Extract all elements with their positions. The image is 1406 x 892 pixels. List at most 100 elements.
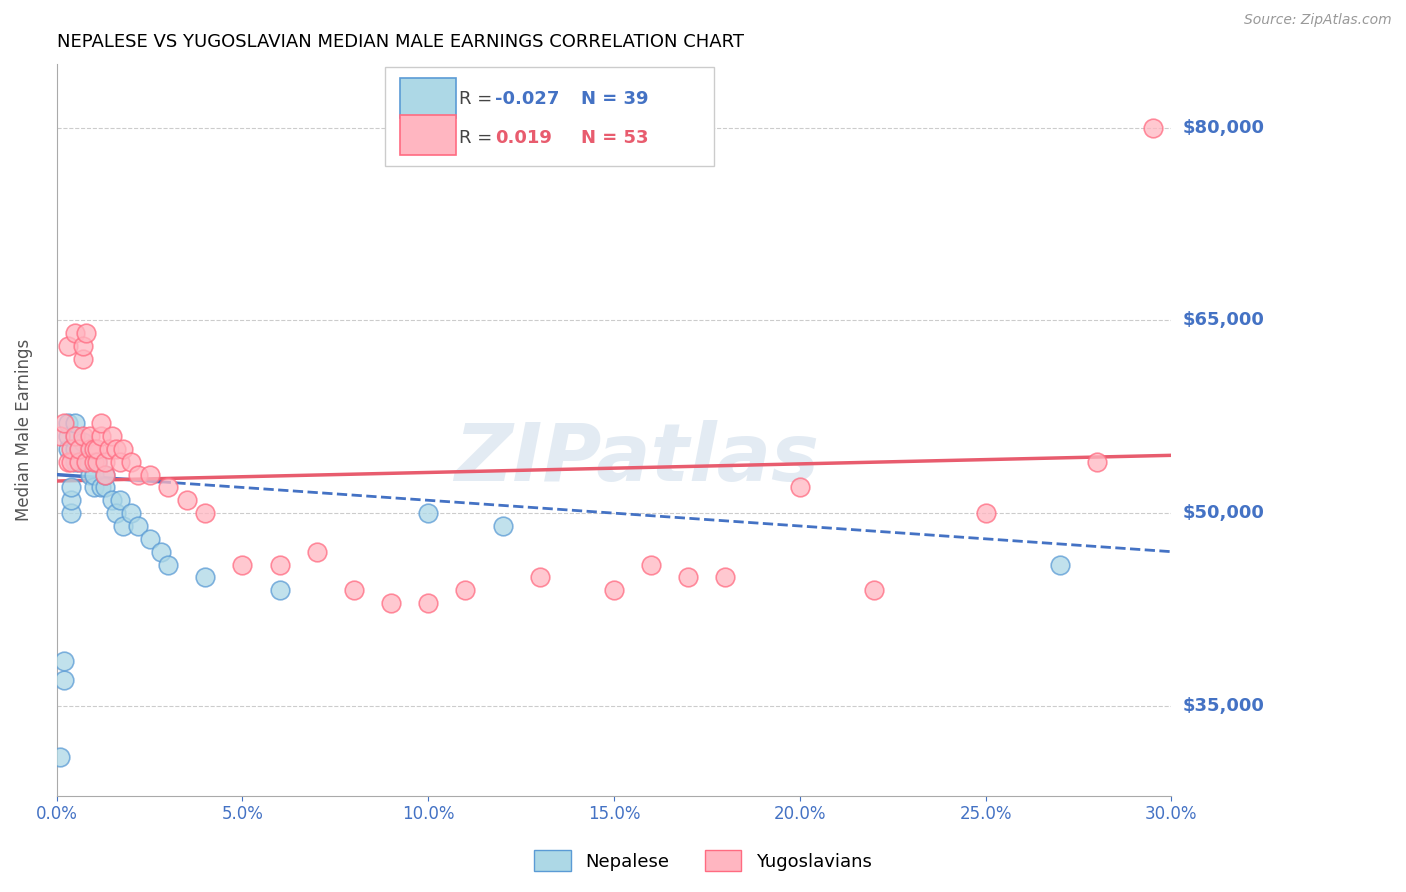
Point bbox=[454, 583, 477, 598]
Text: N = 53: N = 53 bbox=[581, 129, 648, 147]
Point bbox=[67, 442, 90, 456]
Text: $50,000: $50,000 bbox=[1182, 504, 1264, 522]
Point bbox=[83, 480, 105, 494]
Point bbox=[63, 326, 86, 341]
Point bbox=[60, 455, 83, 469]
Point bbox=[157, 480, 180, 494]
Point bbox=[56, 429, 79, 443]
Point bbox=[86, 455, 108, 469]
Point bbox=[75, 455, 97, 469]
Text: 0.019: 0.019 bbox=[495, 129, 551, 147]
Point bbox=[56, 455, 79, 469]
Point bbox=[1049, 558, 1071, 572]
Point bbox=[108, 493, 131, 508]
Point bbox=[108, 455, 131, 469]
Text: NEPALESE VS YUGOSLAVIAN MEDIAN MALE EARNINGS CORRELATION CHART: NEPALESE VS YUGOSLAVIAN MEDIAN MALE EARN… bbox=[56, 33, 744, 51]
Point bbox=[67, 455, 90, 469]
Point bbox=[72, 351, 94, 366]
Text: -0.027: -0.027 bbox=[495, 90, 560, 108]
Text: ZIPatlas: ZIPatlas bbox=[454, 420, 818, 498]
Point bbox=[53, 673, 76, 687]
Text: $65,000: $65,000 bbox=[1182, 311, 1264, 329]
Point bbox=[640, 558, 662, 572]
Point bbox=[83, 455, 105, 469]
Point bbox=[63, 455, 86, 469]
Point bbox=[90, 480, 112, 494]
Point bbox=[49, 429, 72, 443]
Point bbox=[60, 493, 83, 508]
Point bbox=[72, 435, 94, 450]
Point bbox=[72, 429, 94, 443]
Point bbox=[90, 429, 112, 443]
Point bbox=[127, 519, 149, 533]
Point bbox=[863, 583, 886, 598]
Point bbox=[75, 455, 97, 469]
Point bbox=[343, 583, 366, 598]
Point bbox=[194, 570, 217, 584]
Point bbox=[60, 506, 83, 520]
Point bbox=[75, 326, 97, 341]
Point bbox=[94, 480, 117, 494]
Point bbox=[86, 442, 108, 456]
Point bbox=[491, 519, 513, 533]
Point bbox=[101, 429, 124, 443]
Y-axis label: Median Male Earnings: Median Male Earnings bbox=[15, 338, 32, 521]
Point bbox=[305, 544, 328, 558]
Point bbox=[176, 493, 198, 508]
Point bbox=[149, 544, 172, 558]
Point bbox=[120, 506, 142, 520]
Point bbox=[529, 570, 551, 584]
Text: Source: ZipAtlas.com: Source: ZipAtlas.com bbox=[1244, 13, 1392, 28]
Point bbox=[56, 416, 79, 430]
FancyBboxPatch shape bbox=[399, 115, 456, 155]
Point bbox=[97, 442, 120, 456]
Point bbox=[94, 467, 117, 482]
Point bbox=[380, 596, 402, 610]
Point bbox=[94, 467, 117, 482]
Point bbox=[60, 442, 83, 456]
Point bbox=[56, 442, 79, 456]
Point bbox=[138, 467, 160, 482]
Point bbox=[60, 480, 83, 494]
Point bbox=[90, 416, 112, 430]
Point bbox=[67, 442, 90, 456]
Point bbox=[63, 429, 86, 443]
Point bbox=[112, 519, 135, 533]
Point bbox=[127, 467, 149, 482]
Point bbox=[974, 506, 997, 520]
Text: $80,000: $80,000 bbox=[1182, 119, 1264, 136]
Point bbox=[101, 493, 124, 508]
Point bbox=[79, 429, 101, 443]
Text: $35,000: $35,000 bbox=[1182, 697, 1264, 714]
Text: R =: R = bbox=[458, 129, 498, 147]
Point bbox=[1142, 120, 1164, 135]
Point bbox=[63, 429, 86, 443]
Text: N = 39: N = 39 bbox=[581, 90, 648, 108]
Point bbox=[53, 416, 76, 430]
Point bbox=[418, 506, 440, 520]
Point bbox=[194, 506, 217, 520]
Point bbox=[269, 583, 291, 598]
Point bbox=[269, 558, 291, 572]
Point bbox=[789, 480, 811, 494]
Point bbox=[112, 442, 135, 456]
Point bbox=[56, 339, 79, 353]
Legend: Nepalese, Yugoslavians: Nepalese, Yugoslavians bbox=[527, 843, 879, 879]
Point bbox=[231, 558, 253, 572]
Point bbox=[72, 339, 94, 353]
Point bbox=[603, 583, 626, 598]
Point bbox=[83, 442, 105, 456]
Point bbox=[138, 532, 160, 546]
Point bbox=[53, 654, 76, 668]
Point bbox=[714, 570, 737, 584]
Point bbox=[105, 506, 128, 520]
Point bbox=[63, 416, 86, 430]
Point bbox=[72, 455, 94, 469]
Point bbox=[94, 455, 117, 469]
Point bbox=[157, 558, 180, 572]
Point bbox=[83, 467, 105, 482]
Text: R =: R = bbox=[458, 90, 498, 108]
Point bbox=[86, 455, 108, 469]
Point bbox=[678, 570, 700, 584]
Point bbox=[418, 596, 440, 610]
